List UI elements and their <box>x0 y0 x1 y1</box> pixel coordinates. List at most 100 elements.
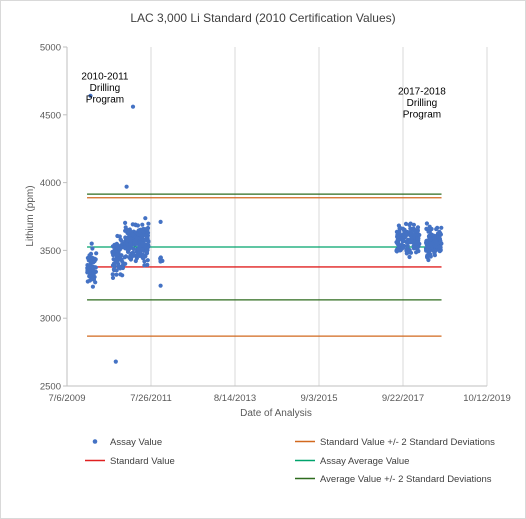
assay-point <box>145 258 150 263</box>
assay-point <box>435 225 440 230</box>
y-tick-label: 5000 <box>40 43 61 54</box>
assay-point <box>144 233 149 238</box>
assay-point <box>139 234 144 239</box>
assay-point <box>439 225 444 230</box>
assay-point <box>88 259 93 264</box>
assay-point <box>425 248 430 253</box>
plot-area <box>67 47 487 386</box>
x-tick-label: 7/6/2009 <box>49 393 86 404</box>
x-tick-label: 8/14/2013 <box>214 393 256 404</box>
x-axis-title: Date of Analysis <box>240 408 312 419</box>
assay-point <box>86 268 92 273</box>
assay-point <box>408 233 413 238</box>
y-tick-label: 4500 <box>40 110 61 121</box>
legend-label-assay: Assay Value <box>110 437 162 448</box>
legend-item-assay: Assay Value <box>92 437 162 448</box>
drilling-program-annotation: 2017-2018 <box>398 86 446 97</box>
assay-point <box>115 252 120 257</box>
assay-point <box>408 250 414 255</box>
assay-point <box>111 267 116 272</box>
assay-point <box>411 233 416 238</box>
assay-point <box>405 238 410 243</box>
assay-point <box>135 223 140 228</box>
assay-point <box>146 239 151 244</box>
assay-point <box>133 238 138 243</box>
assay-point <box>404 251 409 256</box>
legend-marker-assay <box>92 439 98 444</box>
legend-label-std: Standard Value <box>110 456 175 467</box>
assay-point <box>140 222 145 227</box>
y-axis-title: Lithium (ppm) <box>25 185 36 246</box>
y-tick-label: 2500 <box>40 382 61 393</box>
assay-point <box>90 272 95 277</box>
assay-point <box>124 184 129 189</box>
assay-point <box>111 244 116 249</box>
assay-point <box>126 245 131 250</box>
assay-point <box>88 93 93 98</box>
x-tick-label: 10/12/2019 <box>463 393 511 404</box>
assay-point <box>111 253 116 258</box>
assay-point <box>85 279 90 284</box>
assay-point <box>394 249 399 254</box>
assay-point <box>146 243 151 248</box>
x-tick-label: 9/22/2017 <box>382 393 424 404</box>
y-tick-label: 3500 <box>40 246 61 257</box>
axes: 7/6/2009 7/26/2011 8/14/2013 9/3/2015 9/22/2… <box>40 43 511 405</box>
assay-point <box>85 255 90 261</box>
assay-point <box>394 240 399 245</box>
assay-point <box>113 359 118 364</box>
legend-label-avg: Assay Average Value <box>320 456 409 467</box>
assay-point <box>436 235 442 240</box>
assay-point <box>146 221 151 226</box>
assay-point <box>123 220 128 225</box>
assay-point <box>158 219 163 224</box>
assay-point <box>406 246 411 252</box>
drilling-program-annotation: Drilling <box>407 98 438 109</box>
assay-point <box>425 253 430 258</box>
assay-point <box>119 253 124 258</box>
assay-point <box>142 263 147 268</box>
assay-point <box>122 245 127 250</box>
assay-point <box>130 253 135 258</box>
assay-point <box>123 254 129 259</box>
assay-point <box>93 280 98 285</box>
assay-point <box>403 234 408 240</box>
assay-point <box>142 259 147 264</box>
assay-point <box>398 226 403 231</box>
assay-point <box>395 234 400 239</box>
x-tick-label: 9/3/2015 <box>301 393 338 404</box>
y-tick-label: 4000 <box>40 178 61 189</box>
assay-point <box>88 262 93 267</box>
assay-point <box>416 236 421 241</box>
assay-point <box>90 284 95 289</box>
assay-point <box>427 233 432 239</box>
assay-point <box>411 222 416 227</box>
assay-point <box>433 238 438 243</box>
gridlines <box>66 47 488 386</box>
assay-point <box>144 227 149 232</box>
assay-point <box>400 245 406 250</box>
assay-point <box>437 244 442 250</box>
assay-point <box>94 251 99 256</box>
legend-label-avg_pm: Average Value +/- 2 Standard Deviations <box>320 474 492 485</box>
assay-point <box>408 221 413 226</box>
assay-point <box>407 254 412 260</box>
assay-point <box>138 227 144 232</box>
x-tick-label: 7/26/2011 <box>130 393 172 404</box>
assay-point <box>427 243 432 248</box>
assay-point <box>424 221 429 226</box>
assay-point <box>126 230 131 235</box>
legend-item-avg_pm: Average Value +/- 2 Standard Deviations <box>295 474 492 485</box>
assay-point <box>158 283 163 288</box>
assay-point <box>410 238 415 243</box>
assay-point <box>158 255 163 261</box>
legend-label-std_pm: Standard Value +/- 2 Standard Deviations <box>320 437 495 448</box>
assay-point <box>428 254 433 259</box>
assay-point <box>123 261 128 266</box>
legend: Assay Value Standard Value +/- 2 Standard… <box>85 437 495 485</box>
assay-point <box>134 256 139 261</box>
assay-point <box>111 263 116 269</box>
assay-point <box>131 246 136 252</box>
assay-point <box>143 216 148 221</box>
